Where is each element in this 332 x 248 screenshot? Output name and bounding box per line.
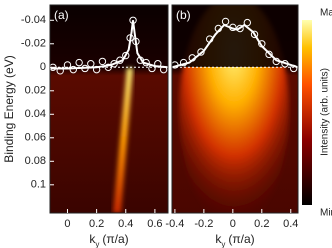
data-point	[98, 57, 107, 66]
panel-frame	[49, 4, 169, 214]
x-axis-label: ky (π/a)	[215, 232, 254, 248]
data-point	[214, 24, 223, 33]
panel-label: (b)	[176, 8, 191, 22]
data-point	[92, 65, 101, 74]
y-tick-label: 0.06	[25, 132, 46, 144]
x-axis-label-part: (π/a)	[228, 232, 254, 246]
data-point	[281, 60, 289, 68]
data-point	[159, 65, 168, 74]
data-point	[243, 18, 252, 27]
x-axis-label-part: (π/a)	[102, 232, 128, 246]
data-point	[122, 51, 130, 60]
data-point	[148, 64, 156, 73]
colorbar-min: Min	[320, 208, 332, 219]
data-point	[154, 60, 162, 68]
x-tick-label: 0.4	[118, 218, 133, 230]
x-tick-label: -0.2	[194, 218, 213, 230]
x-tick-label: -0.4	[165, 218, 184, 230]
data-point	[179, 58, 188, 67]
data-point	[75, 58, 83, 67]
y-tick-label: 0.02	[25, 85, 46, 97]
data-point	[126, 34, 134, 42]
data-point	[104, 63, 112, 71]
data-point	[63, 61, 72, 69]
data-point	[289, 64, 298, 73]
data-point	[265, 50, 273, 59]
panel-label: (a)	[54, 8, 69, 22]
data-point	[56, 67, 64, 75]
y-tick-label: 0.04	[25, 108, 46, 120]
x-tick-label: 0.4	[283, 218, 298, 230]
data-point	[50, 63, 57, 71]
heatmap-a	[50, 5, 168, 213]
y-tick-label: 0.1	[31, 179, 46, 191]
colorbar-max: Max	[320, 8, 332, 19]
x-tick-label: 0.2	[254, 218, 269, 230]
data-point	[205, 35, 214, 43]
data-point	[272, 57, 280, 66]
data-point	[250, 30, 259, 39]
data-point	[87, 60, 95, 68]
y-tick-label: -0.02	[21, 38, 46, 50]
data-point	[229, 23, 237, 32]
x-tick-label: 0.2	[89, 218, 104, 230]
panel	[50, 16, 168, 75]
data-point	[142, 58, 150, 67]
x-tick-label: 0.6	[147, 218, 162, 230]
colorbar-label: Intensity (arb. units)	[320, 68, 331, 156]
data-point	[116, 56, 124, 64]
data-point	[236, 24, 244, 33]
data-point	[197, 48, 205, 56]
data-point	[188, 54, 196, 62]
x-tick-label: 0	[230, 218, 236, 230]
data-point	[81, 64, 89, 73]
x-tick-label: 0	[64, 218, 70, 230]
y-axis-label: Binding Energy (eV)	[2, 55, 16, 162]
data-point	[110, 60, 118, 68]
data-point	[132, 37, 140, 46]
data-point	[172, 61, 179, 69]
x-axis-label: ky (π/a)	[89, 232, 128, 248]
data-point	[221, 17, 230, 26]
y-tick-label: -0.04	[21, 14, 46, 26]
y-tick-label: 0.08	[25, 155, 46, 167]
x-axis-label-part: y	[221, 240, 225, 248]
colorbar	[302, 20, 312, 205]
data-point	[69, 65, 78, 74]
data-point	[258, 40, 266, 48]
heatmap-b	[172, 5, 298, 213]
data-point	[129, 16, 137, 24]
x-axis-label-part: y	[95, 240, 99, 248]
panel-frame	[171, 4, 299, 214]
x-axis-label-part: k	[215, 232, 222, 246]
x-axis-label-part: k	[89, 232, 96, 246]
panel	[172, 17, 298, 73]
fit-curve	[172, 23, 298, 69]
y-tick-label: 0	[40, 61, 46, 73]
